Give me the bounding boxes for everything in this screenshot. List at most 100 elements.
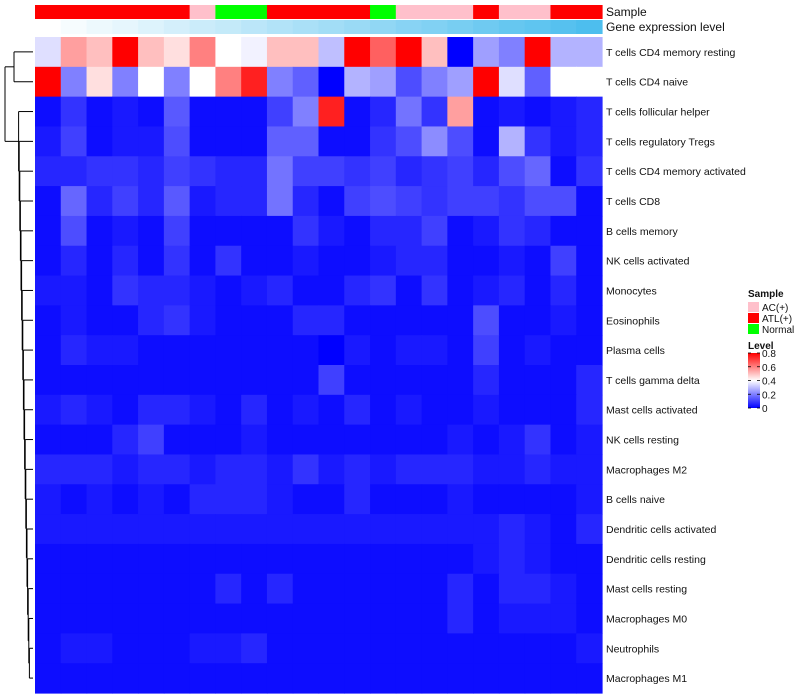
heatmap-cell: [344, 305, 371, 336]
heatmap-cell: [421, 37, 448, 68]
heatmap-cell: [189, 245, 217, 277]
heatmap-cell: [35, 484, 62, 515]
heatmap-cell: [524, 454, 552, 485]
heatmap-cell: [395, 245, 423, 277]
heatmap-cell: [241, 365, 268, 396]
heatmap-cell: [292, 454, 320, 485]
heatmap-cell: [370, 663, 397, 694]
heatmap-cell: [395, 424, 423, 456]
heatmap-cell: [524, 275, 552, 306]
heatmap-cell: [292, 96, 320, 128]
heatmap-cell: [370, 603, 397, 634]
heatmap-cell: [576, 603, 603, 634]
heatmap-cell: [60, 37, 88, 68]
heatmap-cell: [524, 573, 552, 605]
heatmap-cell: [112, 96, 139, 128]
heatmap-cell: [318, 245, 345, 277]
heatmap-cell: [112, 156, 139, 187]
heatmap-cell: [241, 633, 268, 664]
heatmap-cell: [550, 573, 577, 605]
heatmap-cell: [266, 156, 294, 187]
heatmap-cell: [576, 633, 603, 664]
level-tick-label: 0.6: [762, 363, 776, 374]
heatmap-cell: [35, 215, 62, 247]
row-label: NK cells activated: [606, 256, 690, 268]
heatmap-cell: [189, 215, 217, 247]
heatmap-cell: [189, 305, 217, 336]
gene-annotation-cell: [292, 20, 320, 34]
heatmap-cell: [576, 365, 603, 396]
gene-annotation-cell: [60, 20, 88, 34]
heatmap-cell: [447, 573, 474, 605]
heatmap-cell: [344, 156, 371, 187]
heatmap-cell: [112, 126, 139, 157]
heatmap-cell: [292, 335, 320, 366]
heatmap-cell: [35, 365, 62, 396]
heatmap-cell: [576, 215, 603, 247]
row-label: T cells CD4 memory activated: [606, 166, 746, 178]
heatmap-cell: [447, 66, 474, 98]
level-legend-title: Level: [748, 341, 774, 352]
sample-legend-label: ATL(+): [762, 314, 792, 325]
heatmap-cell: [421, 66, 448, 98]
heatmap-cell: [86, 365, 113, 396]
heatmap-cell: [344, 394, 371, 426]
heatmap-cell: [524, 186, 552, 217]
heatmap-cell: [318, 37, 345, 68]
heatmap-cell: [498, 186, 526, 217]
heatmap-cell: [35, 245, 62, 277]
sample-legend-label: Normal: [762, 325, 794, 336]
heatmap-cell: [370, 514, 397, 545]
heatmap-cell: [318, 573, 345, 605]
heatmap-cell: [138, 126, 165, 157]
heatmap-cell: [550, 603, 577, 634]
heatmap-cell: [498, 484, 526, 515]
sample-annotation-cell: [447, 5, 474, 19]
heatmap-cell: [266, 454, 294, 485]
heatmap-cell: [60, 424, 88, 456]
gene-annotation-cell: [524, 20, 552, 34]
heatmap-cell: [266, 603, 294, 634]
heatmap-cell: [112, 663, 139, 694]
heatmap-cell: [550, 633, 577, 664]
heatmap-cell: [344, 186, 371, 217]
heatmap-cell: [447, 245, 474, 277]
heatmap-cell: [550, 66, 577, 98]
heatmap-cell: [241, 126, 268, 157]
heatmap-cell: [370, 126, 397, 157]
row-label: Macrophages M1: [606, 673, 687, 685]
heatmap-cell: [35, 156, 62, 187]
heatmap-cell: [395, 66, 423, 98]
sample-legend-items: AC(+)ATL(+)Normal: [748, 302, 794, 336]
heatmap-cell: [318, 514, 345, 545]
heatmap-cell: [473, 156, 500, 187]
heatmap-cell: [524, 126, 552, 157]
heatmap-cell: [266, 245, 294, 277]
heatmap-cell: [60, 66, 88, 98]
heatmap-cell: [421, 454, 448, 485]
heatmap-cell: [138, 275, 165, 306]
sample-annotation-label: Sample: [606, 5, 647, 19]
heatmap-cell: [86, 394, 113, 426]
heatmap-cell: [370, 543, 397, 575]
heatmap-cell: [163, 156, 191, 187]
heatmap-cell: [60, 603, 88, 634]
row-label: Mast cells resting: [606, 584, 687, 596]
heatmap-cell: [473, 215, 500, 247]
heatmap-cell: [498, 514, 526, 545]
heatmap-cell: [189, 514, 217, 545]
heatmap-cell: [344, 37, 371, 68]
heatmap-cell: [138, 633, 165, 664]
heatmap-cell: [421, 573, 448, 605]
heatmap-cell: [35, 37, 62, 68]
heatmap-cell: [292, 186, 320, 217]
heatmap-cell: [138, 96, 165, 128]
gene-annotation-cell: [344, 20, 371, 34]
sample-annotation-cell: [292, 5, 320, 19]
heatmap-cell: [138, 663, 165, 694]
heatmap-cell: [112, 365, 139, 396]
heatmap-cell: [344, 543, 371, 575]
heatmap-cell: [86, 484, 113, 515]
heatmap-cell: [35, 275, 62, 306]
heatmap-cell: [215, 514, 242, 545]
